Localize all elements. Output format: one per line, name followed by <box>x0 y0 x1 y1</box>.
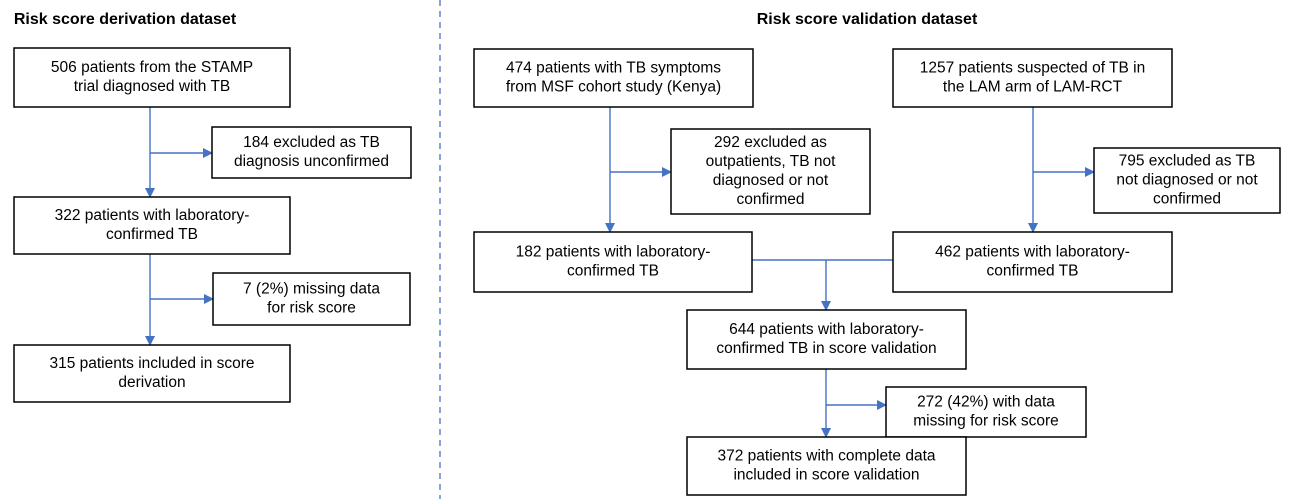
box <box>892 231 1173 293</box>
box-text: 272 (42%) with data <box>917 394 1055 411</box>
box-text: outpatients, TB not <box>706 153 837 170</box>
box-text: from MSF cohort study (Kenya) <box>506 79 721 96</box>
box-text: confirmed <box>736 191 804 208</box>
box-text: derivation <box>118 374 185 391</box>
box <box>473 231 753 293</box>
box-text: 292 excluded as <box>714 134 827 151</box>
box-text: 506 patients from the STAMP <box>51 59 253 76</box>
box <box>473 48 754 108</box>
box-text: diagnosis unconfirmed <box>234 153 389 170</box>
section-title: Risk score derivation dataset <box>14 11 237 28</box>
box-text: trial diagnosed with TB <box>74 78 231 95</box>
box-text: 322 patients with laboratory- <box>55 207 250 224</box>
box-text: 474 patients with TB symptoms <box>506 60 721 77</box>
box-text: confirmed TB <box>567 263 659 280</box>
box-text: included in score validation <box>733 467 919 484</box>
box-text: 372 patients with complete data <box>718 448 936 465</box>
box-text: for risk score <box>267 300 356 317</box>
box-text: confirmed <box>1153 191 1221 208</box>
box <box>13 47 291 108</box>
box-text: 182 patients with laboratory- <box>516 244 711 261</box>
box <box>670 128 871 215</box>
box <box>1093 147 1281 214</box>
box <box>211 126 412 179</box>
box-text: 1257 patients suspected of TB in <box>920 60 1145 77</box>
box-text: 315 patients included in score <box>49 355 254 372</box>
box <box>13 196 291 255</box>
box <box>13 344 291 403</box>
box-text: the LAM arm of LAM-RCT <box>943 79 1123 96</box>
box <box>885 386 1087 438</box>
box <box>212 272 411 326</box>
box-text: confirmed TB <box>987 263 1079 280</box>
box-text: 644 patients with laboratory- <box>729 321 924 338</box>
box <box>686 436 967 496</box>
box-text: confirmed TB in score validation <box>716 340 936 357</box>
box-text: missing for risk score <box>913 413 1059 430</box>
box-text: 795 excluded as TB <box>1119 153 1256 170</box>
section-title: Risk score validation dataset <box>757 11 978 28</box>
box-text: not diagnosed or not <box>1116 172 1258 189</box>
box-text: diagnosed or not <box>713 172 829 189</box>
box-text: 184 excluded as TB <box>243 134 380 151</box>
box-text: 7 (2%) missing data <box>243 281 380 298</box>
box-text: 462 patients with laboratory- <box>935 244 1130 261</box>
box-text: confirmed TB <box>106 226 198 243</box>
box <box>892 48 1173 108</box>
connectors <box>145 107 1095 438</box>
box <box>686 309 967 370</box>
